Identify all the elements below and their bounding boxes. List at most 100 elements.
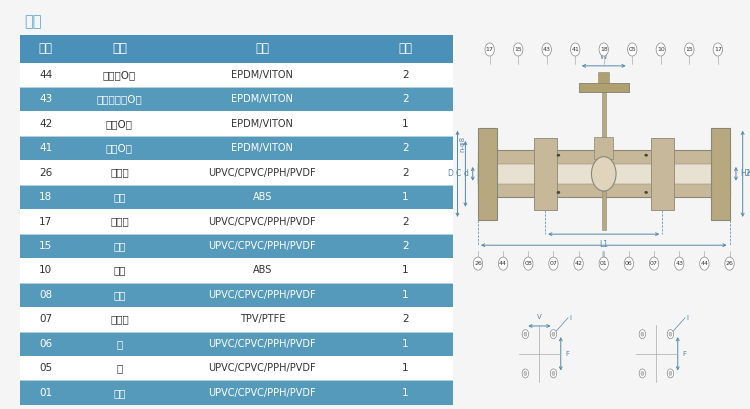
Circle shape xyxy=(641,371,644,375)
Circle shape xyxy=(524,332,526,336)
Bar xyxy=(20,380,453,405)
Text: 17: 17 xyxy=(486,47,494,52)
Circle shape xyxy=(552,371,555,375)
Text: 43: 43 xyxy=(543,47,550,52)
Text: F: F xyxy=(566,351,569,357)
Text: 手柄: 手柄 xyxy=(113,265,126,275)
Text: L: L xyxy=(602,250,606,260)
Text: 08: 08 xyxy=(39,290,53,300)
Text: 1: 1 xyxy=(402,290,409,300)
Text: 1: 1 xyxy=(402,339,409,349)
Bar xyxy=(650,138,674,210)
Text: UPVC/CPVC/PPH/PVDF: UPVC/CPVC/PPH/PVDF xyxy=(209,339,316,349)
Text: 10: 10 xyxy=(657,47,664,52)
Text: EPDM/VITON: EPDM/VITON xyxy=(231,70,293,80)
Text: 44: 44 xyxy=(500,261,507,266)
Circle shape xyxy=(549,257,558,270)
Text: H1: H1 xyxy=(746,169,750,178)
Bar xyxy=(20,112,453,136)
Text: 42: 42 xyxy=(574,261,583,266)
Text: 序号: 序号 xyxy=(39,42,53,55)
Text: 05: 05 xyxy=(628,47,636,52)
Text: 内衬: 内衬 xyxy=(113,290,126,300)
Text: 15: 15 xyxy=(686,47,693,52)
Text: 规格: 规格 xyxy=(25,14,42,29)
Text: 10: 10 xyxy=(39,265,53,275)
Circle shape xyxy=(685,43,694,56)
Text: UPVC/CPVC/PPH/PVDF: UPVC/CPVC/PPH/PVDF xyxy=(209,241,316,251)
Bar xyxy=(478,151,730,198)
Bar xyxy=(478,128,497,220)
Text: 07: 07 xyxy=(550,261,557,266)
Text: 44: 44 xyxy=(39,70,53,80)
Ellipse shape xyxy=(644,154,648,157)
Text: 1: 1 xyxy=(402,192,409,202)
Circle shape xyxy=(485,43,494,56)
Text: EPDM/VITON: EPDM/VITON xyxy=(231,119,293,129)
Text: 管接头O圈: 管接头O圈 xyxy=(103,70,136,80)
Text: 2: 2 xyxy=(402,168,409,178)
Circle shape xyxy=(656,43,665,56)
Text: 26: 26 xyxy=(39,168,53,178)
Circle shape xyxy=(552,332,555,336)
Circle shape xyxy=(669,371,672,375)
Bar xyxy=(20,63,453,87)
Text: H2: H2 xyxy=(740,169,750,178)
Text: 数量: 数量 xyxy=(398,42,412,55)
Circle shape xyxy=(674,257,684,270)
Text: W: W xyxy=(600,52,608,61)
Text: 1: 1 xyxy=(402,119,409,129)
Circle shape xyxy=(599,43,608,56)
Text: 15: 15 xyxy=(39,241,53,251)
Circle shape xyxy=(669,332,672,336)
Bar xyxy=(20,234,453,258)
Text: 06: 06 xyxy=(39,339,53,349)
Circle shape xyxy=(713,43,722,56)
Circle shape xyxy=(641,332,644,336)
Bar xyxy=(20,307,453,332)
Text: 杆: 杆 xyxy=(116,363,122,373)
Circle shape xyxy=(524,257,533,270)
Text: l: l xyxy=(569,315,572,321)
Text: 26: 26 xyxy=(725,261,734,266)
Text: 1: 1 xyxy=(402,388,409,398)
Text: n-φ8: n-φ8 xyxy=(459,136,465,152)
Text: 材质: 材质 xyxy=(255,42,269,55)
Bar xyxy=(20,87,453,112)
Bar xyxy=(20,35,453,63)
Text: 07: 07 xyxy=(650,261,658,266)
Text: L1: L1 xyxy=(599,240,608,249)
Circle shape xyxy=(550,330,556,339)
Text: 止泻环: 止泻环 xyxy=(110,315,129,324)
Text: 06: 06 xyxy=(625,261,633,266)
Text: 18: 18 xyxy=(39,192,53,202)
Text: 26: 26 xyxy=(474,261,482,266)
Text: 17: 17 xyxy=(39,216,53,227)
Bar xyxy=(20,209,453,234)
Bar xyxy=(20,185,453,209)
Text: UPVC/CPVC/PPH/PVDF: UPVC/CPVC/PPH/PVDF xyxy=(209,290,316,300)
Bar xyxy=(533,138,557,210)
Text: 18: 18 xyxy=(600,47,608,52)
Circle shape xyxy=(571,43,580,56)
Bar xyxy=(594,137,613,159)
Circle shape xyxy=(624,257,634,270)
Text: UPVC/CPVC/PPH/PVDF: UPVC/CPVC/PPH/PVDF xyxy=(209,363,316,373)
Circle shape xyxy=(514,43,523,56)
Text: 2: 2 xyxy=(402,241,409,251)
Bar xyxy=(598,72,609,83)
Text: 43: 43 xyxy=(675,261,683,266)
Circle shape xyxy=(522,330,529,339)
Text: UPVC/CPVC/PPH/PVDF: UPVC/CPVC/PPH/PVDF xyxy=(209,216,316,227)
Ellipse shape xyxy=(556,191,560,194)
Text: 阀杆O圈: 阀杆O圈 xyxy=(106,143,133,153)
Text: 1: 1 xyxy=(402,265,409,275)
Bar xyxy=(602,191,606,230)
Text: 05: 05 xyxy=(39,363,53,373)
Circle shape xyxy=(639,369,646,378)
Text: 1: 1 xyxy=(402,363,409,373)
Text: EPDM/VITON: EPDM/VITON xyxy=(231,94,293,104)
Bar xyxy=(710,128,730,220)
Text: 2: 2 xyxy=(402,94,409,104)
Bar xyxy=(20,160,453,185)
